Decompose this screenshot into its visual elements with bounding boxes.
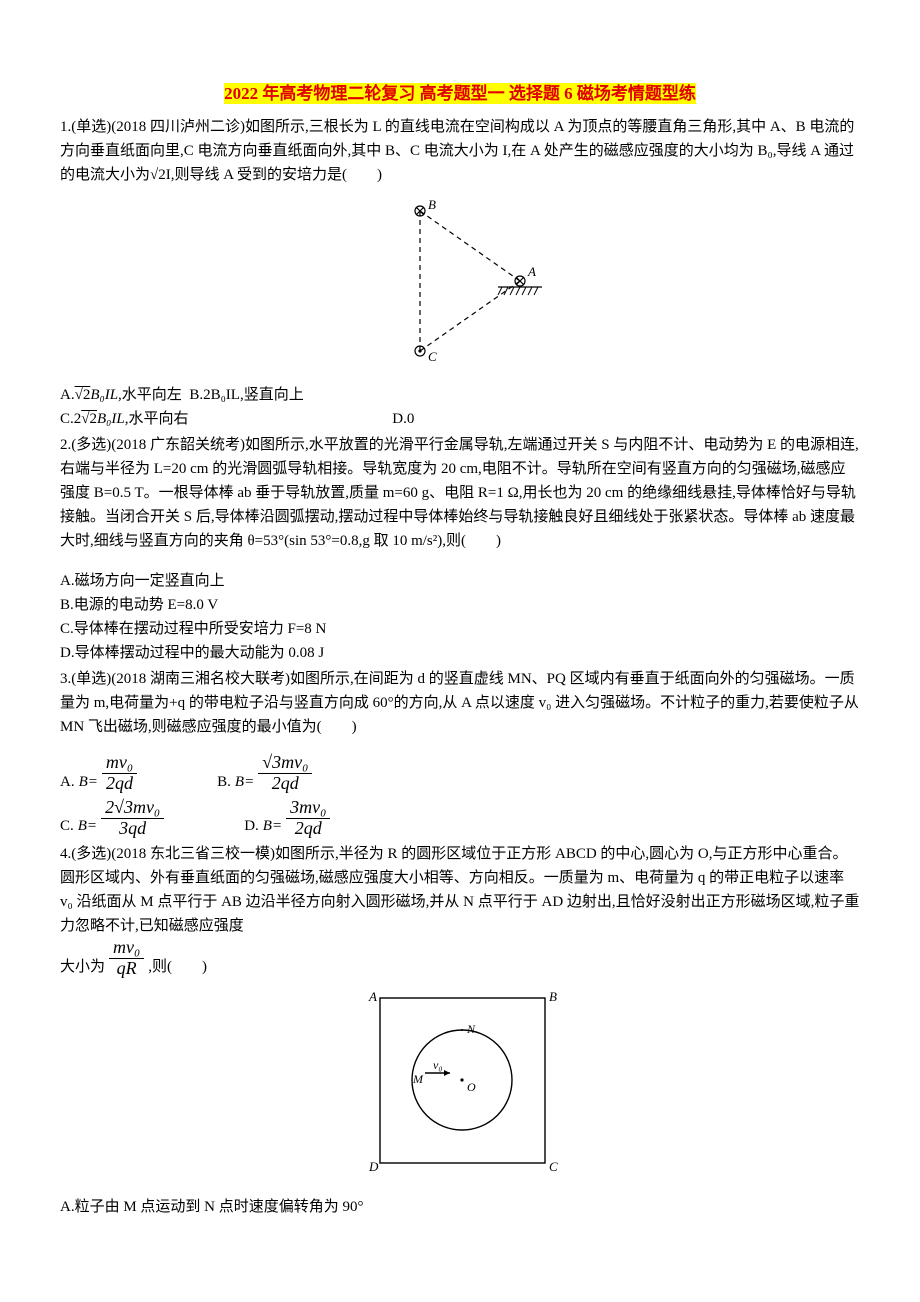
q1-optC-root: √2 xyxy=(81,411,97,427)
q1-optA-expr: √2 xyxy=(75,387,91,403)
q1-optA-rest: B₀IL xyxy=(90,387,118,403)
q3C-frac: 2√3mv₀ 3qd xyxy=(101,798,164,839)
q3D-label: D. xyxy=(244,814,259,838)
q2-options: A.磁场方向一定竖直向上 B.电源的电动势 E=8.0 V C.导体棒在摆动过程… xyxy=(60,569,860,665)
svg-text:C: C xyxy=(549,1159,558,1174)
q3A-frac: mv₀ 2qd xyxy=(102,753,137,794)
q3D-frac: 3mv₀ 2qd xyxy=(286,798,330,839)
q2-stem: 2.(多选)(2018 广东韶关统考)如图所示,水平放置的光滑平行金属导轨,左端… xyxy=(60,437,859,549)
question-4a: 4.(多选)(2018 东北三省三校一模)如图所示,半径为 R 的圆形区域位于正… xyxy=(60,842,860,938)
q3B-frac: √3mv₀ 2qd xyxy=(258,753,312,794)
q3C-num: 2√3mv₀ xyxy=(101,798,164,819)
q1-optD: D.0 xyxy=(392,411,414,427)
svg-text:D: D xyxy=(368,1159,379,1174)
q3A-label: A. xyxy=(60,770,75,794)
q1-optB: B.2B₀IL,竖直向上 xyxy=(189,387,303,403)
q2-optB: B.电源的电动势 E=8.0 V xyxy=(60,593,860,617)
q3D-pre: B= xyxy=(263,814,282,838)
q3A-pre: B= xyxy=(79,770,98,794)
svg-text:B: B xyxy=(428,197,436,212)
q1-optC-post: ,水平向右 xyxy=(125,411,189,427)
q4-frac: mv₀ qR xyxy=(109,938,144,979)
q4-figure: A B C D M N O v₀ xyxy=(60,983,860,1191)
q2-optC: C.导体棒在摆动过程中所受安培力 F=8 N xyxy=(60,617,860,641)
q2-optD: D.导体棒摆动过程中的最大动能为 0.08 J xyxy=(60,641,860,665)
q1-optA-pre: A. xyxy=(60,387,75,403)
question-4b: 大小为 mv₀ qR ,则( ) xyxy=(60,938,860,979)
page-title: 2022 年高考物理二轮复习 高考题型一 选择题 6 磁场考情题型练 xyxy=(60,80,860,107)
q4-stem-b-post: ,则( ) xyxy=(148,955,207,979)
q3B-label: B. xyxy=(217,770,231,794)
q3-stem: 3.(单选)(2018 湖南三湘名校大联考)如图所示,在间距为 d 的竖直虚线 … xyxy=(60,671,859,735)
svg-text:M: M xyxy=(412,1072,424,1086)
q1-optA-post: ,水平向左 xyxy=(118,387,182,403)
question-1: 1.(单选)(2018 四川泸州二诊)如图所示,三根长为 L 的直线电流在空间构… xyxy=(60,115,860,187)
q4-options: A.粒子由 M 点运动到 N 点时速度偏转角为 90° xyxy=(60,1195,860,1219)
svg-text:N: N xyxy=(466,1022,476,1036)
svg-text:O: O xyxy=(467,1080,476,1094)
q3A-den: 2qd xyxy=(102,774,137,794)
q3B-den: 2qd xyxy=(258,774,312,794)
q3A-num: mv₀ xyxy=(102,753,137,774)
q3C-pre: B= xyxy=(78,814,97,838)
q2-optA: A.磁场方向一定竖直向上 xyxy=(60,569,860,593)
svg-text:A: A xyxy=(527,264,536,279)
question-3: 3.(单选)(2018 湖南三湘名校大联考)如图所示,在间距为 d 的竖直虚线 … xyxy=(60,667,860,739)
q3B-num: √3mv₀ xyxy=(258,753,312,774)
q3-options-row1: A. B= mv₀ 2qd B. B= √3mv₀ 2qd xyxy=(60,753,860,794)
q4-stem-b-pre: 大小为 xyxy=(60,955,105,979)
q4-den: qR xyxy=(109,959,144,979)
q3-options-row2: C. B= 2√3mv₀ 3qd D. B= 3mv₀ 2qd xyxy=(60,798,860,839)
q4-stem-a: 4.(多选)(2018 东北三省三校一模)如图所示,半径为 R 的圆形区域位于正… xyxy=(60,846,859,934)
q1-figure: B A C xyxy=(60,191,860,379)
q3C-label: C. xyxy=(60,814,74,838)
title-text: 2022 年高考物理二轮复习 高考题型一 选择题 6 磁场考情题型练 xyxy=(224,83,696,104)
q1-optC-pre: C. xyxy=(60,411,74,427)
q1-stem: 1.(单选)(2018 四川泸州二诊)如图所示,三根长为 L 的直线电流在空间构… xyxy=(60,119,854,183)
q3C-den: 3qd xyxy=(101,819,164,839)
question-2: 2.(多选)(2018 广东韶关统考)如图所示,水平放置的光滑平行金属导轨,左端… xyxy=(60,433,860,553)
q4-num: mv₀ xyxy=(109,938,144,959)
q3D-num: 3mv₀ xyxy=(286,798,330,819)
q4-optA: A.粒子由 M 点运动到 N 点时速度偏转角为 90° xyxy=(60,1195,860,1219)
q1-optC-rest: B₀IL xyxy=(97,411,125,427)
q3B-pre: B= xyxy=(235,770,254,794)
svg-text:v₀: v₀ xyxy=(433,1058,443,1072)
q1-options: A.√2B₀IL,水平向左 B.2B₀IL,竖直向上 C.2√2B₀IL,水平向… xyxy=(60,383,860,431)
svg-text:C: C xyxy=(428,349,437,364)
q3D-den: 2qd xyxy=(286,819,330,839)
svg-text:B: B xyxy=(549,989,557,1004)
svg-text:A: A xyxy=(368,989,377,1004)
